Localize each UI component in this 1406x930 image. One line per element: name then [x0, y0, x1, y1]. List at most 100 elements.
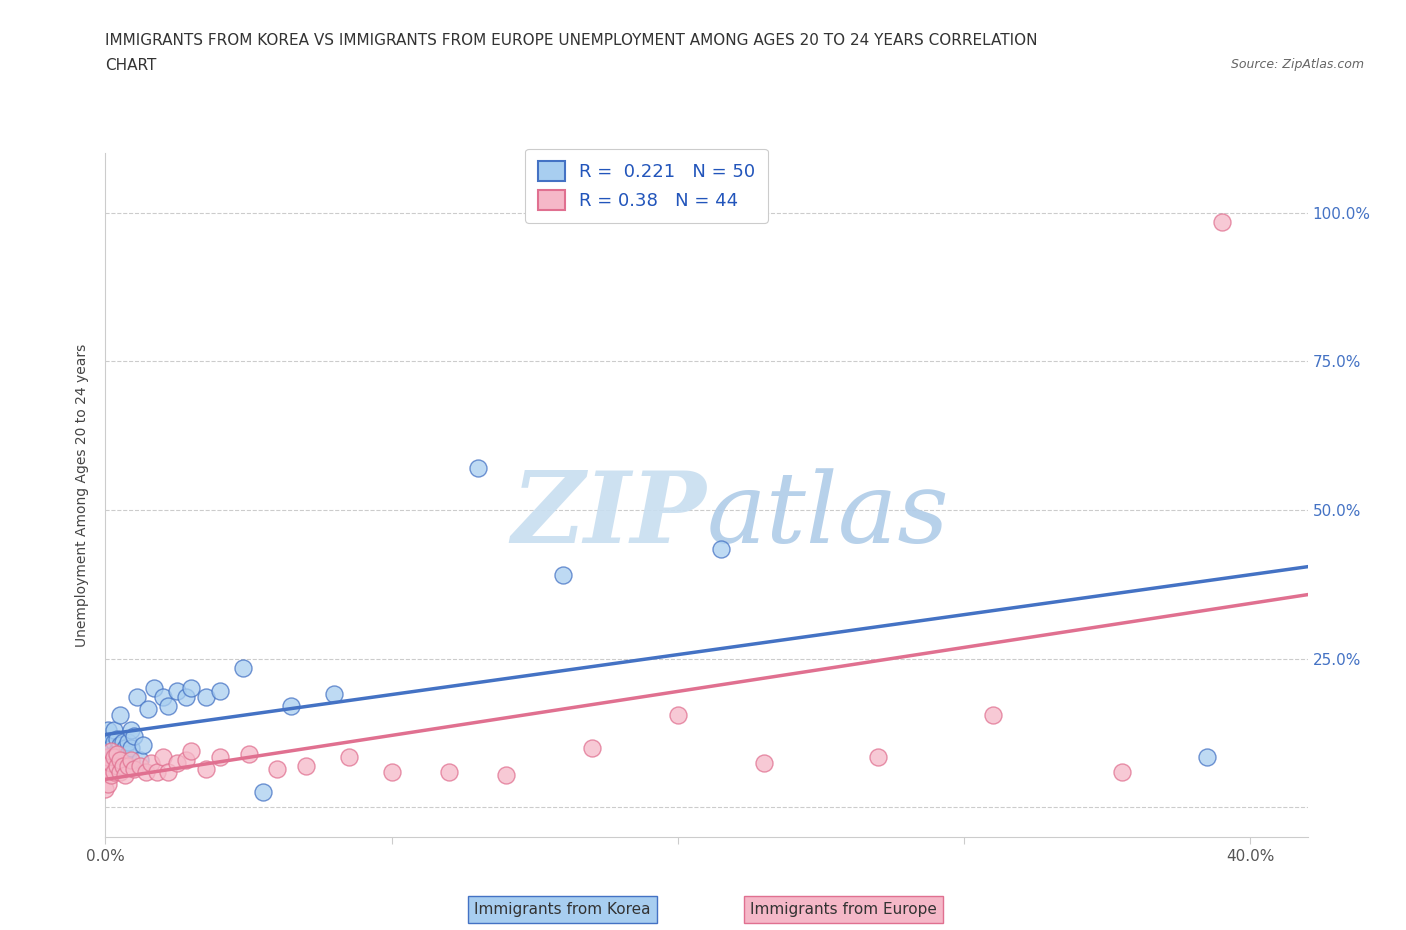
Point [108, 764, 131, 779]
Point [128, 758, 150, 773]
Point [105, 732, 128, 747]
Text: ZIP: ZIP [512, 468, 707, 564]
Point [100, 755, 122, 770]
Point [152, 750, 174, 764]
Point [208, 684, 231, 698]
Point [238, 747, 260, 762]
Point [120, 740, 142, 755]
Point [166, 755, 188, 770]
Point [100, 767, 122, 782]
Point [710, 541, 733, 556]
Point [108, 752, 131, 767]
Point [266, 761, 288, 776]
Point [103, 723, 125, 737]
Point [122, 761, 145, 776]
Point [180, 743, 202, 758]
Point [495, 767, 517, 782]
Point [666, 708, 689, 723]
Text: Immigrants from Europe: Immigrants from Europe [751, 902, 936, 917]
Point [232, 660, 254, 675]
Point [114, 767, 136, 782]
Point [295, 758, 318, 773]
Point [117, 735, 139, 750]
Point [111, 747, 134, 762]
Point [100, 743, 122, 758]
Point [135, 764, 157, 779]
Point [194, 761, 217, 776]
Point [467, 461, 489, 476]
Point [111, 758, 134, 773]
Point [128, 752, 150, 767]
Point [138, 702, 160, 717]
Point [120, 723, 142, 737]
Point [1197, 750, 1219, 764]
Text: IMMIGRANTS FROM KOREA VS IMMIGRANTS FROM EUROPE UNEMPLOYMENT AMONG AGES 20 TO 24: IMMIGRANTS FROM KOREA VS IMMIGRANTS FROM… [105, 33, 1038, 47]
Point [100, 752, 122, 767]
Point [94, 752, 117, 767]
Point [1111, 764, 1133, 779]
Point [105, 747, 128, 762]
Point [146, 764, 169, 779]
Point [581, 740, 603, 755]
Point [100, 735, 122, 750]
Point [131, 737, 153, 752]
Point [323, 687, 346, 702]
Point [103, 764, 125, 779]
Point [868, 750, 890, 764]
Point [752, 755, 775, 770]
Point [437, 764, 460, 779]
Point [143, 681, 166, 696]
Point [94, 782, 117, 797]
Y-axis label: Unemployment Among Ages 20 to 24 years: Unemployment Among Ages 20 to 24 years [76, 343, 90, 647]
Point [111, 735, 134, 750]
Point [97, 758, 120, 773]
Point [157, 698, 180, 713]
Point [180, 681, 202, 696]
Point [194, 690, 217, 705]
Point [108, 737, 131, 752]
Point [97, 723, 120, 737]
Point [100, 758, 122, 773]
Point [117, 747, 139, 762]
Point [152, 690, 174, 705]
Point [97, 747, 120, 762]
Point [103, 755, 125, 770]
Point [100, 747, 122, 762]
Point [141, 755, 163, 770]
Point [97, 735, 120, 750]
Point [174, 690, 197, 705]
Legend: R =  0.221   N = 50, R = 0.38   N = 44: R = 0.221 N = 50, R = 0.38 N = 44 [524, 149, 768, 223]
Point [103, 750, 125, 764]
Point [94, 764, 117, 779]
Text: Immigrants from Korea: Immigrants from Korea [474, 902, 651, 917]
Point [105, 752, 128, 767]
Point [108, 708, 131, 723]
Point [120, 752, 142, 767]
Point [100, 740, 122, 755]
Point [981, 708, 1004, 723]
Point [125, 690, 148, 705]
Point [122, 728, 145, 743]
Point [108, 750, 131, 764]
Point [208, 750, 231, 764]
Point [252, 785, 274, 800]
Point [166, 684, 188, 698]
Point [114, 752, 136, 767]
Point [103, 735, 125, 750]
Point [97, 761, 120, 776]
Point [280, 698, 302, 713]
Point [1211, 215, 1233, 230]
Point [94, 740, 117, 755]
Point [381, 764, 404, 779]
Point [337, 750, 360, 764]
Point [157, 764, 180, 779]
Point [114, 740, 136, 755]
Point [97, 776, 120, 790]
Point [117, 758, 139, 773]
Point [553, 568, 575, 583]
Point [103, 747, 125, 762]
Point [174, 752, 197, 767]
Text: atlas: atlas [707, 468, 949, 564]
Text: Source: ZipAtlas.com: Source: ZipAtlas.com [1230, 58, 1364, 71]
Point [97, 750, 120, 764]
